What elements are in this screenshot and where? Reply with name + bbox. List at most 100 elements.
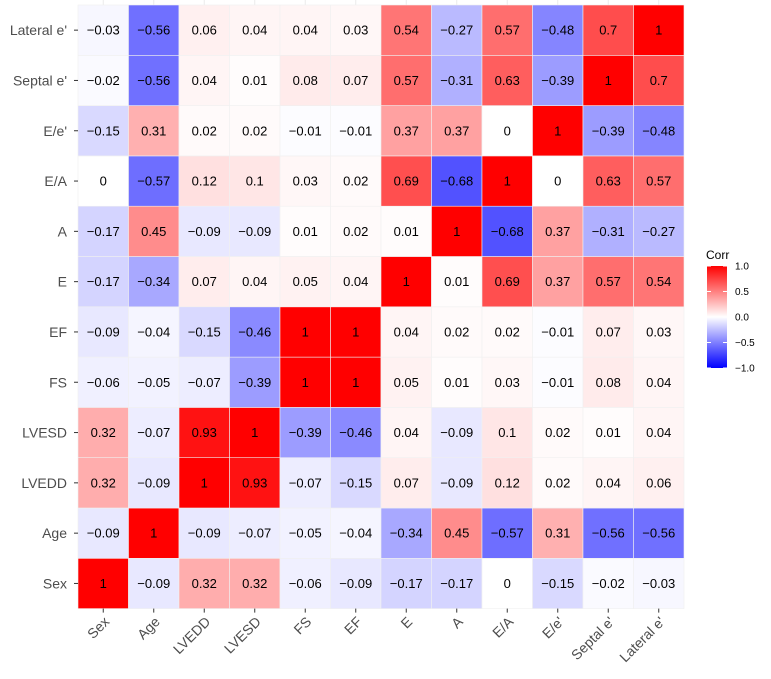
cell-label: −0.07 [238,526,271,541]
cell-label: 0.54 [394,23,419,38]
heatmap-cell [532,205,584,257]
heatmap-cell [330,306,382,358]
cell-label: −0.31 [440,73,473,88]
y-tick-label: Age [42,525,67,541]
heatmap-cell [582,457,634,509]
heatmap-cell [229,155,281,207]
cell-label: 0 [504,576,511,591]
heatmap-cell [229,356,281,408]
cell-label: 0.04 [646,425,671,440]
cell-label: −0.17 [390,576,423,591]
heatmap-cell [481,507,533,559]
legend-title: Corr [706,248,729,262]
heatmap-cell [330,105,382,157]
cell-label: −0.04 [137,324,170,339]
y-tick-label: E/A [44,173,67,189]
cell-label: 1 [201,475,208,490]
cell-label: 0.05 [394,375,419,390]
cell-label: 0.02 [343,224,368,239]
cell-label: 0.07 [394,475,419,490]
cell-label: 0.03 [293,174,318,189]
cell-label: 0.57 [394,73,419,88]
cell-label: 0.32 [192,576,217,591]
heatmap-cell [380,507,432,559]
heatmap-cell [279,54,331,106]
heatmap-cell [380,4,432,56]
cell-label: 1 [655,23,662,38]
cell-label: −0.56 [137,23,170,38]
heatmap-cell [128,507,180,559]
heatmap-cell [532,54,584,106]
cell-label: −0.02 [592,576,625,591]
legend-colorbar [707,266,727,368]
heatmap-cell [330,4,382,56]
cell-label: 0.69 [394,174,419,189]
cell-label: 0.02 [242,123,267,138]
cell-label: 0.07 [192,274,217,289]
heatmap-cell [178,155,230,207]
heatmap-cell [279,457,331,509]
cell-label: −0.05 [289,526,322,541]
heatmap-cell [633,105,685,157]
cell-label: 0.7 [650,73,668,88]
heatmap-cell [178,507,230,559]
cell-label: 0.01 [242,73,267,88]
cell-label: −0.17 [87,224,120,239]
heatmap-cell [431,457,483,509]
cell-label: 0.04 [293,23,318,38]
cell-label: 0.02 [343,174,368,189]
heatmap-cell [77,105,129,157]
cell-label: −0.07 [289,475,322,490]
cell-label: 0.06 [646,475,671,490]
cell-label: 0.7 [599,23,617,38]
cell-label: 0.03 [646,324,671,339]
heatmap-cell [431,54,483,106]
cell-label: 0.07 [343,73,368,88]
y-tick-label: Lateral e' [10,22,67,38]
cell-label: −0.07 [137,425,170,440]
heatmap-cell [431,105,483,157]
heatmap-cell [582,54,634,106]
heatmap-cell [380,205,432,257]
heatmap-cell [431,205,483,257]
cell-label: −0.09 [188,224,221,239]
cell-label: 0.63 [596,174,621,189]
heatmap-cell [77,356,129,408]
cell-label: −0.68 [440,174,473,189]
cell-label: −0.01 [541,375,574,390]
heatmap-cell [431,4,483,56]
legend-tick-label: 1.0 [735,262,749,273]
cell-label: −0.68 [491,224,524,239]
heatmap-cell [229,54,281,106]
cell-label: 0.01 [444,375,469,390]
cell-label: 0.07 [596,324,621,339]
cell-label: 1 [605,73,612,88]
cell-label: 0.04 [646,375,671,390]
cell-label: 0.32 [242,576,267,591]
heatmap-cell [77,306,129,358]
cell-label: 0.57 [646,174,671,189]
cell-label: 0.12 [192,174,217,189]
heatmap-cell [633,507,685,559]
cell-label: 0.02 [545,425,570,440]
cell-label: 0.93 [242,475,267,490]
cell-label: 0.02 [545,475,570,490]
cell-label: 0 [504,123,511,138]
cell-label: 0.02 [495,324,520,339]
heatmap-cell [633,256,685,308]
heatmap-cell [77,4,129,56]
heatmap-cell [330,356,382,408]
cell-label: −0.09 [238,224,271,239]
cell-label: 0.08 [293,73,318,88]
cell-label: −0.09 [87,324,120,339]
cell-label: −0.39 [541,73,574,88]
cell-label: 0.06 [192,23,217,38]
heatmap-cell [229,205,281,257]
heatmap-cell [532,356,584,408]
heatmap-cell [481,407,533,458]
heatmap-cell [431,306,483,358]
cell-label: 0.03 [495,375,520,390]
cell-label: 0 [554,174,561,189]
heatmap-cell [481,105,533,157]
cell-label: −0.57 [137,174,170,189]
